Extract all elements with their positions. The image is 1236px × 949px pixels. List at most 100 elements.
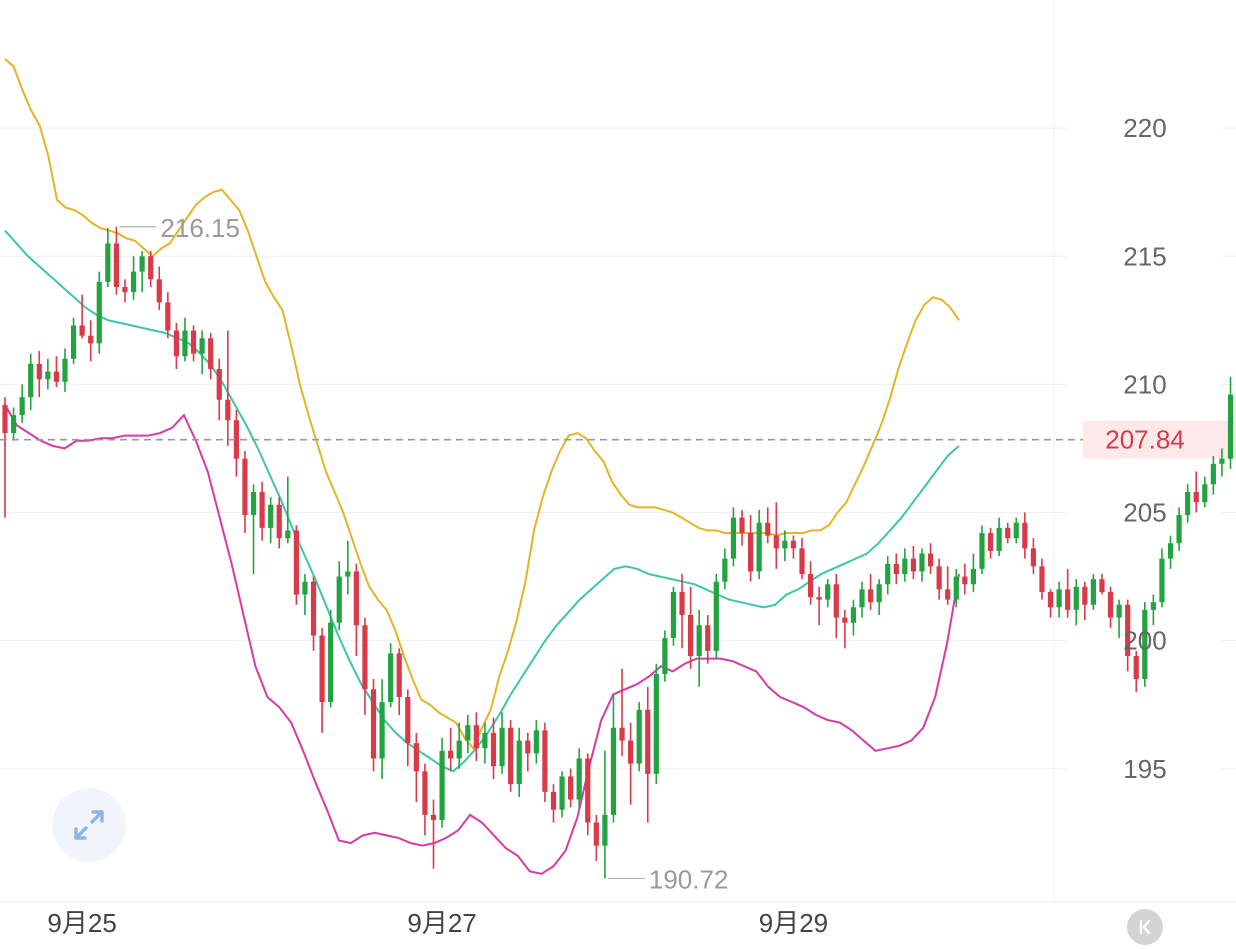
candle bbox=[105, 228, 111, 287]
candle-body bbox=[542, 730, 548, 792]
x-axis: 9月25 9月27 9月29 bbox=[47, 908, 828, 938]
candle bbox=[833, 574, 839, 639]
candle bbox=[628, 722, 634, 805]
candle-body bbox=[525, 740, 531, 754]
candle bbox=[902, 548, 908, 582]
candle bbox=[756, 509, 762, 580]
candle-body bbox=[1107, 591, 1114, 618]
candle bbox=[88, 320, 94, 362]
candle-body bbox=[96, 281, 102, 344]
candle-body bbox=[653, 673, 659, 774]
candle-body bbox=[645, 709, 651, 774]
candle bbox=[1227, 376, 1234, 469]
candle bbox=[1073, 579, 1079, 626]
candle bbox=[1082, 581, 1088, 621]
candle-body bbox=[319, 635, 325, 703]
bollinger-upper-line bbox=[4, 58, 960, 751]
candle bbox=[653, 663, 659, 785]
candle-body bbox=[276, 504, 282, 539]
high-price-label: 216.15 bbox=[160, 213, 240, 243]
candle-body bbox=[576, 758, 582, 800]
candles bbox=[2, 226, 1234, 879]
candle bbox=[490, 717, 497, 779]
candle bbox=[610, 694, 617, 823]
candle bbox=[1159, 548, 1165, 608]
candle-body bbox=[705, 625, 711, 651]
candle-body bbox=[970, 568, 977, 585]
candle-body bbox=[927, 553, 934, 567]
candle-body bbox=[1047, 591, 1054, 608]
candle bbox=[439, 738, 445, 828]
candle-body bbox=[1125, 604, 1131, 656]
candle bbox=[1167, 535, 1174, 569]
candle bbox=[396, 648, 402, 715]
candle bbox=[36, 351, 42, 398]
candle bbox=[456, 722, 462, 769]
candle-body bbox=[242, 458, 248, 516]
candle-body bbox=[490, 732, 497, 767]
candle-body bbox=[1022, 522, 1028, 549]
candle-body bbox=[413, 743, 419, 772]
candle bbox=[448, 727, 454, 772]
candle-body bbox=[345, 571, 351, 577]
y-tick-label: 215 bbox=[1123, 241, 1166, 271]
candle-body bbox=[662, 638, 668, 674]
candle bbox=[867, 574, 874, 610]
current-price-label: 207.84 bbox=[1105, 425, 1185, 455]
candle-body bbox=[1005, 527, 1011, 539]
low-price-label: 190.72 bbox=[649, 864, 729, 894]
candle bbox=[799, 538, 805, 580]
candle-body bbox=[508, 727, 514, 785]
x-tick-label: 9月27 bbox=[407, 908, 476, 938]
expand-button[interactable] bbox=[52, 788, 126, 862]
y-tick-label: 210 bbox=[1123, 369, 1166, 399]
candle-body bbox=[1082, 586, 1088, 605]
candle bbox=[293, 525, 299, 605]
expand-icon bbox=[74, 810, 104, 840]
candle-body bbox=[285, 530, 291, 539]
candle bbox=[790, 535, 797, 559]
candle bbox=[70, 317, 77, 364]
candle bbox=[276, 497, 282, 549]
candle-body bbox=[593, 822, 599, 846]
candle bbox=[1030, 538, 1036, 574]
candle-body bbox=[148, 256, 154, 280]
candle bbox=[713, 574, 719, 659]
candle-body bbox=[233, 420, 239, 459]
candle-body bbox=[250, 492, 257, 516]
candle-body bbox=[456, 740, 462, 759]
candle-body bbox=[1030, 548, 1036, 567]
collapse-button[interactable] bbox=[1127, 909, 1163, 945]
candle bbox=[893, 553, 899, 585]
candle-body bbox=[713, 581, 719, 651]
y-tick-label: 200 bbox=[1123, 626, 1166, 656]
candle bbox=[919, 548, 925, 582]
candle-body bbox=[842, 617, 848, 623]
candle bbox=[1193, 471, 1199, 513]
candle bbox=[1202, 476, 1208, 508]
candle-body bbox=[70, 325, 77, 359]
y-axis: 195 200 205 210 215 220 bbox=[1123, 113, 1166, 784]
candle-body bbox=[1219, 458, 1225, 464]
candle bbox=[602, 750, 608, 879]
candle-body bbox=[979, 533, 985, 569]
candle bbox=[645, 686, 651, 823]
candle bbox=[302, 574, 308, 615]
candle bbox=[1047, 589, 1054, 618]
candle bbox=[268, 497, 274, 544]
candle-body bbox=[499, 727, 505, 767]
candle bbox=[190, 325, 197, 362]
candle bbox=[242, 451, 248, 533]
candle bbox=[148, 251, 154, 287]
candle bbox=[28, 353, 34, 410]
x-tick-label: 9月25 bbox=[47, 908, 116, 938]
candle bbox=[422, 763, 428, 836]
candle bbox=[1056, 581, 1062, 618]
candle-body bbox=[893, 563, 899, 574]
candle-body bbox=[602, 814, 608, 846]
candle bbox=[328, 609, 334, 708]
candle-body bbox=[1133, 656, 1139, 680]
candle bbox=[910, 545, 917, 580]
candle-body bbox=[430, 814, 437, 820]
candle bbox=[473, 712, 479, 762]
